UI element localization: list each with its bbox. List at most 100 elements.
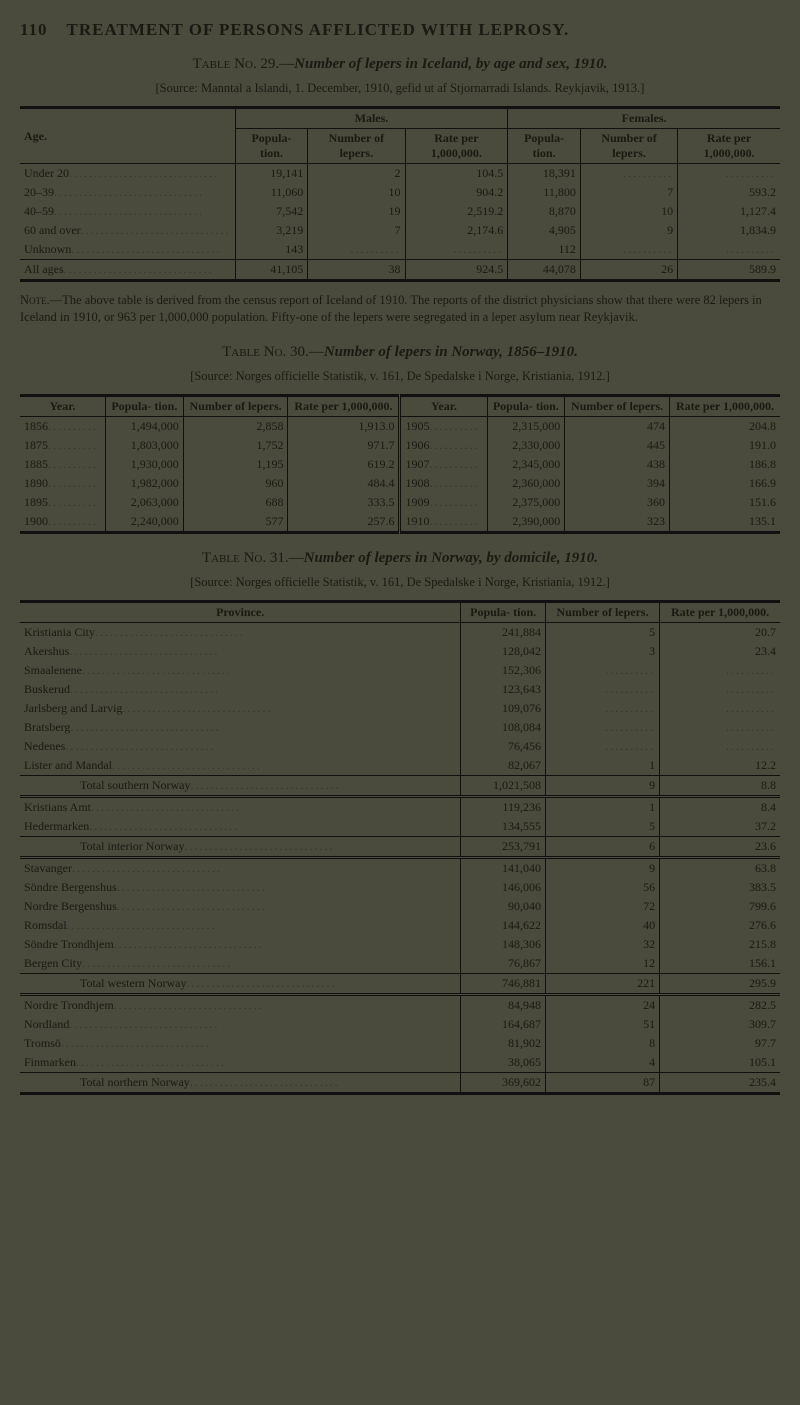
cell: 276.6 bbox=[660, 916, 780, 935]
cell: 204.8 bbox=[669, 416, 780, 436]
table-row-label: Romsdal bbox=[20, 916, 461, 935]
cell: 1 bbox=[545, 796, 659, 817]
cell: 445 bbox=[565, 436, 670, 455]
cell: 105.1 bbox=[660, 1053, 780, 1073]
cell: 108,084 bbox=[461, 718, 546, 737]
cell: 84,948 bbox=[461, 994, 546, 1015]
cell bbox=[660, 661, 780, 680]
cell: 72 bbox=[545, 897, 659, 916]
t31-col-pop: Popula- tion. bbox=[461, 601, 546, 622]
t31-col-prov: Province. bbox=[20, 601, 461, 622]
cell: 323 bbox=[565, 512, 670, 533]
cell: 282.5 bbox=[660, 994, 780, 1015]
cell: 128,042 bbox=[461, 642, 546, 661]
cell: 9 bbox=[580, 221, 677, 240]
t30-col-year-l: Year. bbox=[20, 395, 105, 416]
cell bbox=[580, 240, 677, 260]
cell: 10 bbox=[580, 202, 677, 221]
t29-total-frate: 589.9 bbox=[678, 260, 780, 281]
cell: 135.1 bbox=[669, 512, 780, 533]
t30-col-pop-r: Popula- tion. bbox=[487, 395, 565, 416]
cell: 257.6 bbox=[288, 512, 400, 533]
t29-total-mnum: 38 bbox=[308, 260, 405, 281]
table-row-label: 1856 bbox=[20, 416, 105, 436]
cell: 1,803,000 bbox=[105, 436, 183, 455]
cell: 5 bbox=[545, 622, 659, 642]
cell: 37.2 bbox=[660, 817, 780, 837]
table-row-label: Tromsö bbox=[20, 1034, 461, 1053]
table-row-label: Nedenes bbox=[20, 737, 461, 756]
cell: 23.6 bbox=[660, 836, 780, 857]
cell bbox=[678, 240, 780, 260]
table-row-label: 1885 bbox=[20, 455, 105, 474]
table29-note: Note.—The above table is derived from th… bbox=[20, 292, 780, 326]
cell: 309.7 bbox=[660, 1015, 780, 1034]
table-row-label: Nordre Bergenshus bbox=[20, 897, 461, 916]
cell: 799.6 bbox=[660, 897, 780, 916]
cell: 253,791 bbox=[461, 836, 546, 857]
cell: 104.5 bbox=[405, 164, 508, 184]
t30-col-year-r: Year. bbox=[400, 395, 487, 416]
cell: 2,360,000 bbox=[487, 474, 565, 493]
cell: 1,834.9 bbox=[678, 221, 780, 240]
cell: 7 bbox=[580, 183, 677, 202]
table-row-label: Kristians Amt bbox=[20, 796, 461, 817]
cell: 12 bbox=[545, 954, 659, 974]
t29-total-fnum: 26 bbox=[580, 260, 677, 281]
cell bbox=[405, 240, 508, 260]
cell bbox=[660, 699, 780, 718]
table-row-label: 40–59 bbox=[20, 202, 235, 221]
table-row-label: Under 20 bbox=[20, 164, 235, 184]
cell: 746,881 bbox=[461, 973, 546, 994]
table-row-label: Akershus bbox=[20, 642, 461, 661]
cell: 141,040 bbox=[461, 857, 546, 878]
cell: 143 bbox=[235, 240, 308, 260]
cell bbox=[545, 718, 659, 737]
t29-total-fpop: 44,078 bbox=[508, 260, 581, 281]
col-f-pop: Popula- tion. bbox=[508, 129, 581, 164]
cell: 164,687 bbox=[461, 1015, 546, 1034]
table-row-label: Söndre Trondhjem bbox=[20, 935, 461, 954]
cell: 971.7 bbox=[288, 436, 400, 455]
t31-col-num: Number of lepers. bbox=[545, 601, 659, 622]
table31-title-italic: Number of lepers in Norway, by domicile,… bbox=[304, 550, 598, 566]
col-m-pop: Popula- tion. bbox=[235, 129, 308, 164]
cell: 3 bbox=[545, 642, 659, 661]
table-row-label: 1890 bbox=[20, 474, 105, 493]
cell: 166.9 bbox=[669, 474, 780, 493]
table29-source: [Source: Manntal a Islandi, 1. December,… bbox=[20, 81, 780, 96]
table-row-label: 1875 bbox=[20, 436, 105, 455]
cell: 9 bbox=[545, 857, 659, 878]
cell: 19,141 bbox=[235, 164, 308, 184]
cell: 38,065 bbox=[461, 1053, 546, 1073]
cell: 295.9 bbox=[660, 973, 780, 994]
cell: 87 bbox=[545, 1072, 659, 1093]
cell: 134,555 bbox=[461, 817, 546, 837]
cell: 76,456 bbox=[461, 737, 546, 756]
cell: 151.6 bbox=[669, 493, 780, 512]
table-row-label: Hedermarken bbox=[20, 817, 461, 837]
cell: 235.4 bbox=[660, 1072, 780, 1093]
t30-col-num-r: Number of lepers. bbox=[565, 395, 670, 416]
cell: 1,195 bbox=[183, 455, 288, 474]
cell: 1,021,508 bbox=[461, 775, 546, 796]
cell: 1,982,000 bbox=[105, 474, 183, 493]
table-row-label: Finmarken bbox=[20, 1053, 461, 1073]
cell: 12.2 bbox=[660, 756, 780, 776]
cell: 7 bbox=[308, 221, 405, 240]
cell bbox=[660, 737, 780, 756]
cell bbox=[545, 661, 659, 680]
col-females: Females. bbox=[508, 108, 780, 129]
cell: 960 bbox=[183, 474, 288, 493]
table30-title-italic: Number of lepers in Norway, 1856–1910. bbox=[324, 344, 578, 360]
cell: 474 bbox=[565, 416, 670, 436]
table-row-label: Unknown bbox=[20, 240, 235, 260]
col-m-num: Number of lepers. bbox=[308, 129, 405, 164]
t29-total-mrate: 924.5 bbox=[405, 260, 508, 281]
col-f-rate: Rate per 1,000,000. bbox=[678, 129, 780, 164]
cell: 19 bbox=[308, 202, 405, 221]
table-row-label: 60 and over bbox=[20, 221, 235, 240]
cell: 82,067 bbox=[461, 756, 546, 776]
cell: 56 bbox=[545, 878, 659, 897]
table29-title-prefix: Table No. 29.— bbox=[193, 56, 295, 72]
